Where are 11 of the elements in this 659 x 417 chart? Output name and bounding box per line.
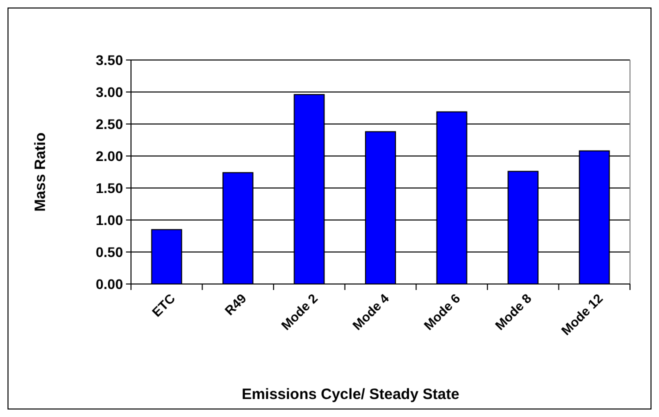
y-tick-label: 0.50 (96, 244, 124, 260)
y-tick-label: 2.00 (96, 148, 124, 164)
y-tick-label: 3.50 (96, 52, 124, 68)
y-tick-label: 1.50 (96, 180, 124, 196)
y-tick-label: 2.50 (96, 116, 124, 132)
y-tick-label: 1.00 (96, 212, 124, 228)
x-tick-label: R49 (222, 290, 250, 318)
x-axis-title: Emissions Cycle/ Steady State (242, 386, 460, 403)
y-axis-title: Mass Ratio (32, 132, 49, 212)
y-tick-label: 3.00 (96, 84, 124, 100)
y-tick-label: 0.00 (96, 276, 124, 292)
